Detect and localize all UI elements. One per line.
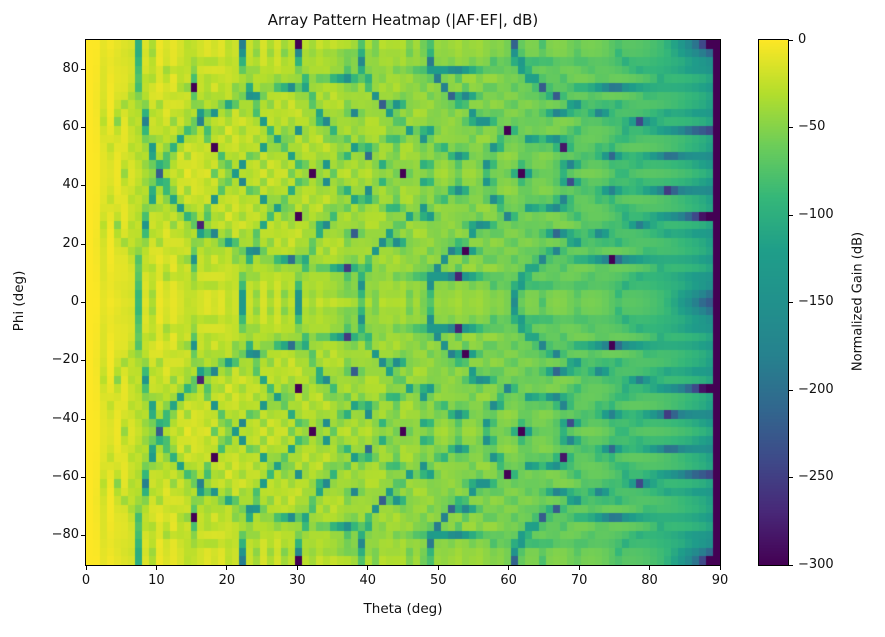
x-tick-label: 10 bbox=[148, 573, 165, 588]
y-tick-mark bbox=[81, 477, 85, 478]
y-tick-mark bbox=[81, 360, 85, 362]
y-tick-mark bbox=[81, 68, 85, 70]
colorbar-tick-label: −250 bbox=[798, 469, 834, 484]
colorbar-tick-mark bbox=[789, 302, 793, 303]
colorbar bbox=[758, 39, 789, 566]
x-tick-label: 50 bbox=[429, 573, 447, 588]
x-tick-mark bbox=[85, 566, 87, 570]
x-tick-mark bbox=[649, 566, 651, 570]
y-tick-mark bbox=[81, 302, 85, 303]
y-tick-label: 80 bbox=[62, 60, 79, 76]
x-tick-label: 90 bbox=[711, 573, 729, 588]
colorbar-canvas bbox=[759, 40, 788, 565]
x-tick-mark bbox=[437, 566, 439, 570]
x-tick-label: 60 bbox=[500, 573, 517, 588]
colorbar-tick-mark bbox=[789, 389, 793, 391]
y-tick-mark bbox=[81, 243, 85, 245]
y-tick-label: 0 bbox=[70, 294, 79, 309]
x-tick-mark bbox=[226, 566, 228, 570]
colorbar-tick-mark bbox=[789, 39, 793, 41]
x-tick-label: 20 bbox=[218, 573, 236, 588]
y-tick-label: −80 bbox=[51, 527, 79, 543]
y-axis-label: Phi (deg) bbox=[11, 270, 27, 332]
y-tick-mark bbox=[81, 185, 85, 187]
x-tick-mark bbox=[578, 566, 580, 570]
x-tick-label: 30 bbox=[289, 573, 306, 588]
y-tick-label: 40 bbox=[62, 177, 79, 193]
y-tick-mark bbox=[81, 127, 85, 128]
x-tick-label: 0 bbox=[81, 573, 91, 588]
y-tick-label: 60 bbox=[62, 119, 79, 134]
y-tick-label: −60 bbox=[51, 469, 79, 484]
x-tick-mark bbox=[719, 566, 721, 570]
colorbar-tick-mark bbox=[789, 477, 793, 478]
colorbar-tick-label: 0 bbox=[798, 31, 807, 47]
x-tick-mark bbox=[155, 566, 157, 570]
y-tick-mark bbox=[81, 535, 85, 537]
y-tick-label: −40 bbox=[51, 410, 79, 426]
x-tick-mark bbox=[296, 566, 298, 570]
colorbar-label: Normalized Gain (dB) bbox=[850, 231, 866, 372]
colorbar-tick-mark bbox=[789, 564, 793, 566]
heatmap-canvas bbox=[86, 40, 720, 565]
x-tick-label: 40 bbox=[359, 573, 377, 588]
y-tick-label: 20 bbox=[62, 235, 79, 251]
x-axis-label: Theta (deg) bbox=[363, 601, 443, 617]
plot-area bbox=[85, 39, 721, 566]
colorbar-tick-mark bbox=[789, 214, 793, 216]
colorbar-tick-mark bbox=[789, 127, 793, 128]
x-tick-mark bbox=[367, 566, 369, 570]
chart-title: Array Pattern Heatmap (|AF·EF|, dB) bbox=[267, 11, 539, 29]
colorbar-tick-label: −200 bbox=[798, 381, 834, 397]
x-tick-label: 70 bbox=[570, 573, 588, 588]
y-tick-mark bbox=[81, 418, 85, 420]
colorbar-tick-label: −100 bbox=[798, 206, 834, 222]
colorbar-tick-label: −300 bbox=[798, 556, 834, 572]
y-tick-label: −20 bbox=[51, 352, 79, 368]
colorbar-tick-label: −50 bbox=[798, 119, 826, 134]
x-tick-label: 80 bbox=[641, 573, 658, 588]
x-tick-mark bbox=[508, 566, 510, 570]
colorbar-tick-label: −150 bbox=[798, 294, 834, 309]
